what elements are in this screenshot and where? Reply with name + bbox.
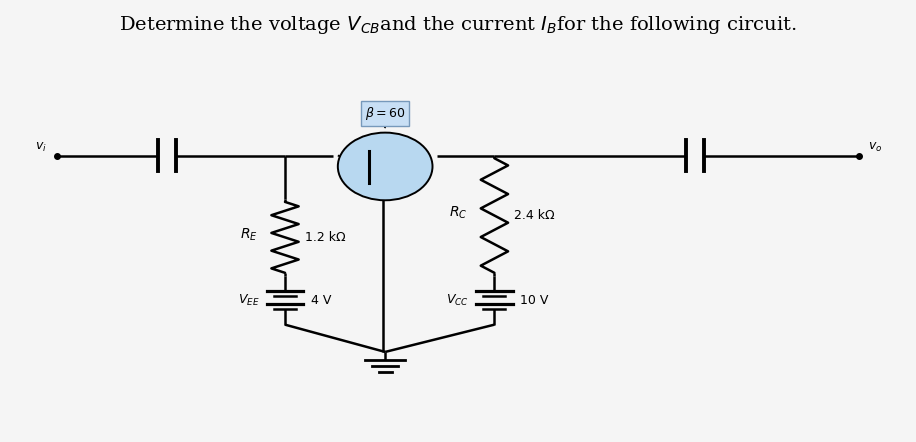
Text: $v_o$: $v_o$ bbox=[867, 141, 882, 154]
Text: 10 V: 10 V bbox=[520, 293, 549, 307]
Text: $\beta = 60$: $\beta = 60$ bbox=[365, 105, 406, 122]
Ellipse shape bbox=[338, 133, 432, 200]
Text: $V_{EE}$: $V_{EE}$ bbox=[238, 293, 259, 308]
Text: $v_i$: $v_i$ bbox=[35, 141, 47, 154]
Text: $R_E$: $R_E$ bbox=[240, 226, 257, 243]
Text: $R_C$: $R_C$ bbox=[449, 205, 467, 221]
Text: Determine the voltage $V_{CB}$and the current $I_B$for the following circuit.: Determine the voltage $V_{CB}$and the cu… bbox=[119, 14, 797, 36]
Text: 4 V: 4 V bbox=[311, 293, 331, 307]
Text: $V_{CC}$: $V_{CC}$ bbox=[446, 293, 469, 308]
Text: 2.4 kΩ: 2.4 kΩ bbox=[515, 209, 555, 222]
Text: 1.2 kΩ: 1.2 kΩ bbox=[305, 231, 345, 244]
